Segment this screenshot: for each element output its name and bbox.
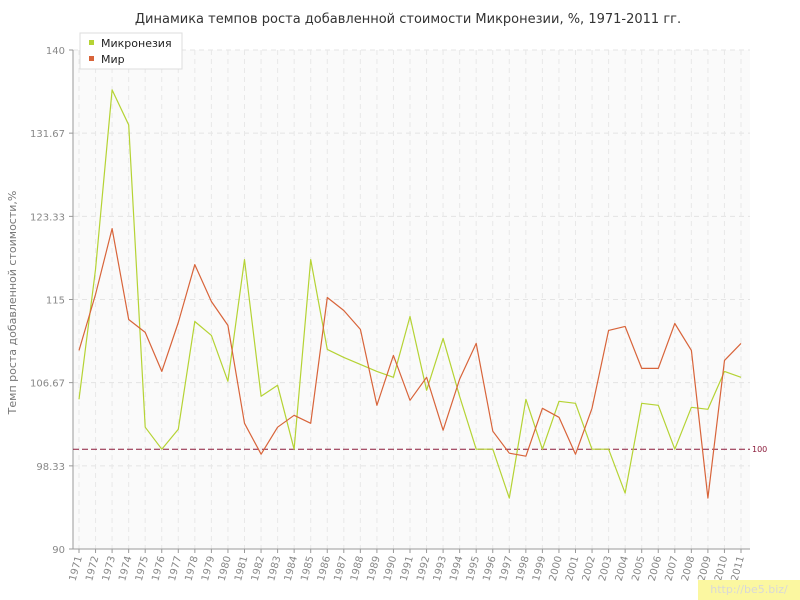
x-tick-label: 1977 [167, 555, 184, 582]
x-tick-label: 1996 [481, 555, 498, 582]
chart-title: Динамика темпов роста добавленной стоимо… [135, 12, 681, 27]
x-tick-label: 1979 [200, 555, 217, 582]
y-tick-label: 90 [52, 545, 65, 556]
y-tick-label: 106.67 [30, 379, 65, 390]
y-tick-label: 140 [46, 46, 65, 57]
x-tick-label: 1971 [68, 555, 85, 582]
x-tick-label: 1981 [233, 555, 250, 582]
series-line-micronesia [78, 89, 742, 499]
grid [73, 49, 750, 549]
axes [69, 49, 750, 553]
x-tick-label: 2004 [614, 555, 631, 582]
x-tick-label: 1984 [283, 555, 300, 582]
x-tick-label: 1975 [134, 555, 151, 582]
x-tick-label: 1983 [266, 555, 283, 582]
x-tick-label: 1974 [117, 555, 134, 582]
x-tick-label: 2010 [713, 555, 730, 582]
x-tick-label: 1985 [299, 555, 316, 582]
reference-line-group: 100 [73, 445, 767, 454]
x-tick-label: 1980 [217, 555, 234, 582]
y-tick-label: 123.33 [30, 212, 65, 223]
series-lines [78, 89, 742, 499]
y-tick-label: 98.33 [36, 462, 65, 473]
series-line-world [78, 228, 742, 499]
x-tick-label: 2005 [630, 555, 647, 582]
x-tick-label: 2002 [581, 555, 598, 582]
x-tick-labels: 1971 1972 1973 1974 1975 1976 1977 1978 1979 1980… [68, 555, 747, 582]
x-tick-label: 1972 [84, 555, 101, 582]
x-tick-label: 1978 [184, 555, 201, 582]
x-tick-label: 2007 [663, 555, 680, 582]
legend-swatch-world [89, 56, 94, 61]
x-tick-label: 2001 [564, 555, 581, 582]
watermark[interactable]: http://be5.biz/ [698, 580, 800, 600]
x-tick-label: 1992 [415, 555, 432, 582]
x-tick-label: 1993 [432, 555, 449, 582]
legend-label-world: Мир [101, 53, 125, 66]
legend: Микронезия Мир [79, 32, 183, 70]
y-tick-label: 131.67 [30, 129, 65, 140]
x-tick-label: 1989 [366, 555, 383, 582]
legend-box [79, 32, 183, 70]
x-tick-label: 1988 [349, 555, 366, 582]
y-tick-label: 115 [46, 296, 65, 307]
y-axis-title: Темп роста добавленной стоимости,% [6, 191, 19, 416]
legend-swatch-micronesia [89, 40, 94, 45]
x-tick-label: 1998 [515, 555, 532, 582]
x-tick-label: 1976 [150, 555, 167, 582]
x-tick-label: 2000 [548, 555, 565, 582]
x-tick-label: 1995 [465, 555, 482, 582]
x-tick-label: 1999 [531, 555, 548, 582]
x-tick-label: 1982 [250, 555, 267, 582]
y-tick-labels: 90 98.33 106.67 115 123.33 131.67 140 [30, 46, 65, 556]
x-tick-label: 2009 [697, 555, 714, 582]
x-tick-label: 1987 [332, 555, 349, 582]
x-tick-label: 1994 [448, 555, 465, 582]
x-tick-label: 1997 [498, 555, 515, 582]
x-tick-label: 2011 [730, 555, 747, 582]
x-tick-label: 1986 [316, 555, 333, 582]
x-tick-label: 1973 [101, 555, 118, 582]
x-tick-label: 2003 [597, 555, 614, 582]
legend-label-micronesia: Микронезия [101, 37, 172, 50]
x-tick-label: 2008 [680, 555, 697, 582]
reference-line-label: 100 [752, 445, 767, 454]
x-tick-label: 2006 [647, 555, 664, 582]
x-tick-label: 1990 [382, 555, 399, 582]
x-tick-label: 1991 [399, 555, 416, 582]
